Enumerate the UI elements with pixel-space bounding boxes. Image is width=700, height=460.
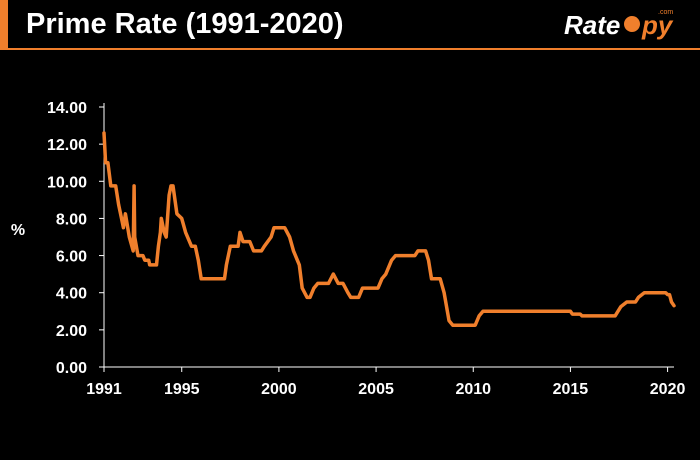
y-tick-label: 10.00	[47, 174, 87, 191]
logo-suffix: .com	[658, 9, 673, 16]
x-axis-ticks: 1991 1995 2000 2005 2010 2015 2020	[86, 367, 685, 398]
chart-header: Prime Rate (1991-2020) Rate py .com	[0, 0, 700, 48]
y-tick-label: 4.00	[56, 286, 87, 303]
ratespy-logo: Rate py .com	[562, 8, 682, 40]
x-tick-label: 2010	[455, 381, 491, 398]
chart-panel: 0.00 2.00 4.00 6.00 8.00 10.00 12.00 14.00 1991…	[0, 48, 700, 455]
y-tick-label: 8.00	[56, 211, 87, 228]
y-tick-label: 14.00	[47, 100, 87, 117]
logo-text: Rate	[564, 10, 620, 40]
x-tick-label: 2020	[650, 381, 686, 398]
y-tick-label: 2.00	[56, 323, 87, 340]
x-tick-label: 1995	[164, 381, 200, 398]
chart-title: Prime Rate (1991-2020)	[26, 8, 344, 40]
x-tick-label: 2005	[358, 381, 394, 398]
line-chart: 0.00 2.00 4.00 6.00 8.00 10.00 12.00 14.00 1991…	[11, 100, 686, 398]
y-axis-ticks: 0.00 2.00 4.00 6.00 8.00 10.00 12.00 14.00	[47, 100, 104, 377]
header-accent-bar	[0, 0, 8, 48]
y-tick-label: 6.00	[56, 249, 87, 266]
x-tick-label: 1991	[86, 381, 122, 398]
y-axis-label: %	[11, 222, 25, 239]
x-tick-label: 2015	[553, 381, 589, 398]
y-tick-label: 12.00	[47, 137, 87, 154]
logo-backdrop	[562, 8, 682, 40]
x-tick-label: 2000	[261, 381, 297, 398]
logo-spy-icon	[624, 16, 640, 32]
y-tick-label: 0.00	[56, 360, 87, 377]
logo-text-accent: py	[641, 10, 674, 40]
prime-rate-series-line	[102, 131, 676, 327]
